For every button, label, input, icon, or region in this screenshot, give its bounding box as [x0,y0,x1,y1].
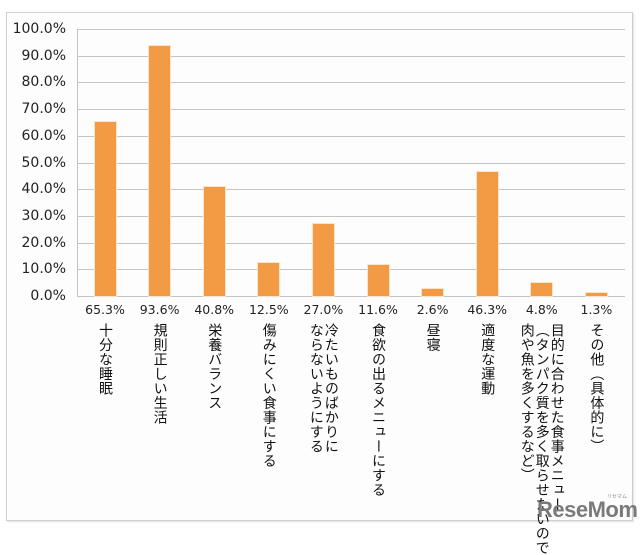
y-tick-label: 100.0% [12,21,66,37]
category-label: その他（具体的に） [588,323,605,454]
gridline [77,162,625,164]
category-label: 規則正しい生活 [151,323,168,425]
category-label: 目的に合わせた食事メニュー （タンパク質を多く取らせたいので 肉や魚を多くするな… [518,323,565,555]
gridline [77,215,625,217]
category-label: 食欲の出るメニューにする [370,323,386,497]
value-label: 93.6% [139,302,180,317]
bar [367,265,389,296]
value-label: 40.8% [194,302,235,317]
bar [203,187,225,296]
y-tick-label: 0.0% [30,288,66,304]
value-label: 12.5% [248,302,289,317]
bar [149,46,171,296]
y-tick-label: 90.0% [21,47,66,64]
category-label: 傷みにくい食事にする [260,323,277,468]
y-tick-label: 30.0% [21,207,66,224]
value-label: 65.3% [85,302,125,317]
bar [585,292,607,296]
y-tick-label: 10.0% [21,261,66,278]
bar [422,289,444,296]
resemom-logo-sub: リセマム [607,494,628,500]
y-tick-label: 40.0% [21,181,66,198]
bar [312,223,334,296]
bar [258,262,280,296]
value-label: 4.8% [525,302,558,317]
category-label: 適度な運動 [479,323,496,396]
category-label: 昼寝 [424,323,441,352]
y-tick-label: 70.0% [21,101,66,118]
bar [531,283,553,296]
gridline [77,29,625,30]
bar [476,172,498,296]
plot-area [77,29,625,297]
category-label: 冷たいものばかりに ならないようにする [307,323,339,454]
y-tick-label: 50.0% [21,154,66,171]
gridline [77,55,625,57]
gridline [77,189,625,191]
value-label: 27.0% [303,302,344,317]
y-tick-label: 80.0% [21,74,66,91]
category-label: 十分な睡眠 [97,323,113,396]
gridline [77,135,625,137]
gridline [77,242,625,244]
gridline [77,109,625,111]
bar [94,121,116,296]
y-axis-line [77,29,78,297]
value-label: 46.3% [467,302,508,317]
value-label: 1.3% [580,302,613,317]
resemom-logo: ReseMom [537,497,638,522]
gridline [77,82,625,84]
category-label: 栄養バランス [206,323,223,410]
value-label: 11.6% [358,302,398,317]
value-label: 2.6% [416,302,449,317]
y-tick-label: 20.0% [21,234,66,251]
gridline [77,296,625,297]
gridline [77,269,625,271]
y-tick-label: 60.0% [21,127,66,144]
